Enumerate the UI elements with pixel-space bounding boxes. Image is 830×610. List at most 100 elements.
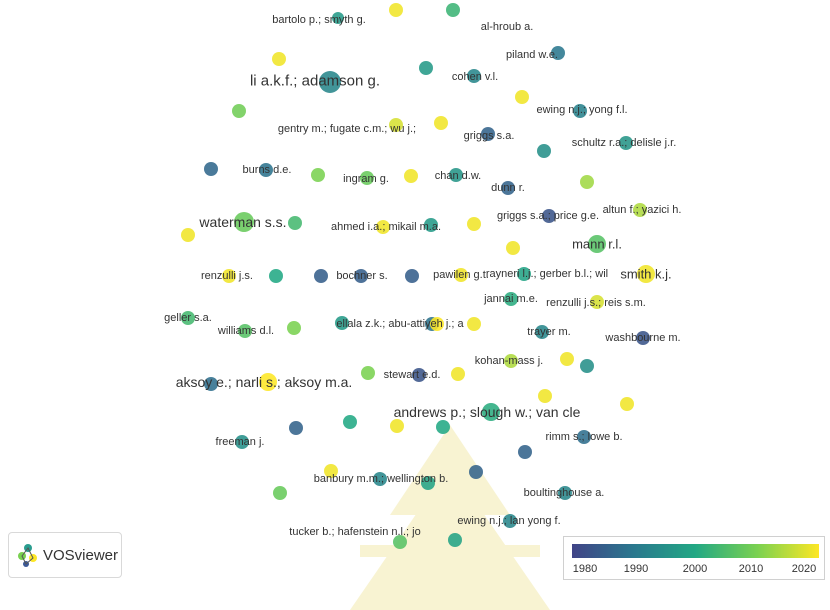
network-node[interactable] <box>537 144 551 158</box>
author-label[interactable]: altun f.; yazici h. <box>602 204 682 216</box>
author-label[interactable]: piland w.e. <box>506 49 558 61</box>
network-node[interactable] <box>424 218 438 232</box>
author-node[interactable] <box>360 171 374 185</box>
author-label[interactable]: aksoy e.; narli s.; aksoy m.a. <box>175 374 353 390</box>
author-label[interactable]: ingram g. <box>343 173 389 185</box>
author-label[interactable]: andrews p.; slough w.; van cle <box>393 404 581 420</box>
author-node[interactable] <box>235 435 249 449</box>
author-label[interactable]: bartolo p.; smyth g. <box>272 14 366 26</box>
author-node[interactable] <box>222 269 236 283</box>
author-label[interactable]: burns d.e. <box>242 164 292 176</box>
author-node[interactable] <box>573 104 587 118</box>
author-node[interactable] <box>393 535 407 549</box>
author-label[interactable]: ewing n.j.; yong f.l. <box>536 104 628 116</box>
vosviewer-badge[interactable]: VOSviewer <box>8 532 122 578</box>
author-label[interactable]: chan d.w. <box>434 170 482 182</box>
author-label[interactable]: geller s.a. <box>164 312 212 324</box>
author-label[interactable]: boultinghouse a. <box>523 487 605 499</box>
author-node[interactable] <box>376 220 390 234</box>
network-node[interactable] <box>405 269 419 283</box>
author-node[interactable] <box>504 354 518 368</box>
network-node[interactable] <box>538 389 552 403</box>
author-label[interactable]: gentry m.; fugate c.m.; wu j.; <box>277 123 417 135</box>
author-label[interactable]: rayneri l.j.; gerber b.l.; wil <box>485 268 609 280</box>
author-label[interactable]: stewart e.d. <box>383 369 441 381</box>
network-node[interactable] <box>273 486 287 500</box>
author-label[interactable]: waterman s.s. <box>199 214 287 230</box>
author-label[interactable]: freeman j. <box>215 436 265 448</box>
network-node[interactable] <box>181 228 195 242</box>
author-label[interactable]: rimm s.; lowe b. <box>545 431 623 443</box>
author-label[interactable]: renzulli j.s. <box>201 270 253 282</box>
network-node[interactable] <box>314 269 328 283</box>
author-label[interactable]: pawilen g.t. <box>433 269 489 281</box>
network-node[interactable] <box>361 366 375 380</box>
network-node[interactable] <box>560 352 574 366</box>
author-label[interactable]: schultz r.a.; delisle j.r. <box>571 137 677 149</box>
author-node[interactable] <box>430 317 444 331</box>
author-label[interactable]: banbury m.m.; wellington b. <box>313 473 449 485</box>
author-node[interactable] <box>551 46 565 60</box>
author-node[interactable] <box>259 373 277 391</box>
network-node[interactable] <box>288 216 302 230</box>
network-node[interactable] <box>467 217 481 231</box>
network-node[interactable] <box>289 421 303 435</box>
author-node[interactable] <box>588 235 606 253</box>
network-node[interactable] <box>518 445 532 459</box>
author-label[interactable]: li a.k.f.; adamson g. <box>249 72 381 90</box>
author-label[interactable]: ellala z.k.; abu-attiyeh j.; a <box>336 318 464 330</box>
author-node[interactable] <box>234 212 254 232</box>
network-node[interactable] <box>436 420 450 434</box>
author-node[interactable] <box>454 268 468 282</box>
author-node[interactable] <box>636 331 650 345</box>
author-label[interactable]: trayer m. <box>527 326 571 338</box>
author-label[interactable]: griggs s.a. <box>463 130 515 142</box>
author-node[interactable] <box>319 71 341 93</box>
author-label[interactable]: mann r.l. <box>572 236 622 252</box>
author-node[interactable] <box>501 181 515 195</box>
author-label[interactable]: bochner s. <box>336 270 388 282</box>
author-node[interactable] <box>449 168 463 182</box>
network-node[interactable] <box>434 116 448 130</box>
network-node[interactable] <box>467 317 481 331</box>
author-label[interactable]: ewing n.j.; lan yong f. <box>457 515 561 527</box>
author-node[interactable] <box>590 295 604 309</box>
network-node[interactable] <box>287 321 301 335</box>
network-node[interactable] <box>204 162 218 176</box>
author-node[interactable] <box>542 209 556 223</box>
author-label[interactable]: williams d.l. <box>217 325 275 337</box>
author-label[interactable]: al-hroub a. <box>480 21 534 33</box>
network-node[interactable] <box>448 533 462 547</box>
network-node[interactable] <box>421 476 435 490</box>
network-node[interactable] <box>580 359 594 373</box>
author-label[interactable]: kohan-mass j. <box>474 355 544 367</box>
network-node[interactable] <box>324 464 338 478</box>
author-label[interactable]: renzulli j.s.; reis s.m. <box>546 297 646 309</box>
author-node[interactable] <box>633 203 647 217</box>
author-node[interactable] <box>467 69 481 83</box>
author-node[interactable] <box>238 324 252 338</box>
author-node[interactable] <box>577 430 591 444</box>
author-node[interactable] <box>259 163 273 177</box>
author-node[interactable] <box>481 127 495 141</box>
author-label[interactable]: griggs s.a.; price g.e. <box>496 210 600 222</box>
author-node[interactable] <box>619 136 633 150</box>
author-node[interactable] <box>535 325 549 339</box>
author-label[interactable]: tucker b.; hafenstein n.l.; jo <box>289 526 421 538</box>
author-node[interactable] <box>412 368 426 382</box>
network-node[interactable] <box>311 168 325 182</box>
author-node[interactable] <box>332 12 344 24</box>
author-node[interactable] <box>354 269 368 283</box>
author-label[interactable]: ahmed i.a.; mikail m.a. <box>330 221 442 233</box>
network-node[interactable] <box>269 269 283 283</box>
network-node[interactable] <box>506 241 520 255</box>
author-node[interactable] <box>503 514 517 528</box>
network-node[interactable] <box>469 465 483 479</box>
author-node[interactable] <box>446 3 460 17</box>
network-node[interactable] <box>451 367 465 381</box>
network-node[interactable] <box>204 377 218 391</box>
author-node[interactable] <box>373 472 387 486</box>
network-node[interactable] <box>390 419 404 433</box>
author-node[interactable] <box>504 292 518 306</box>
